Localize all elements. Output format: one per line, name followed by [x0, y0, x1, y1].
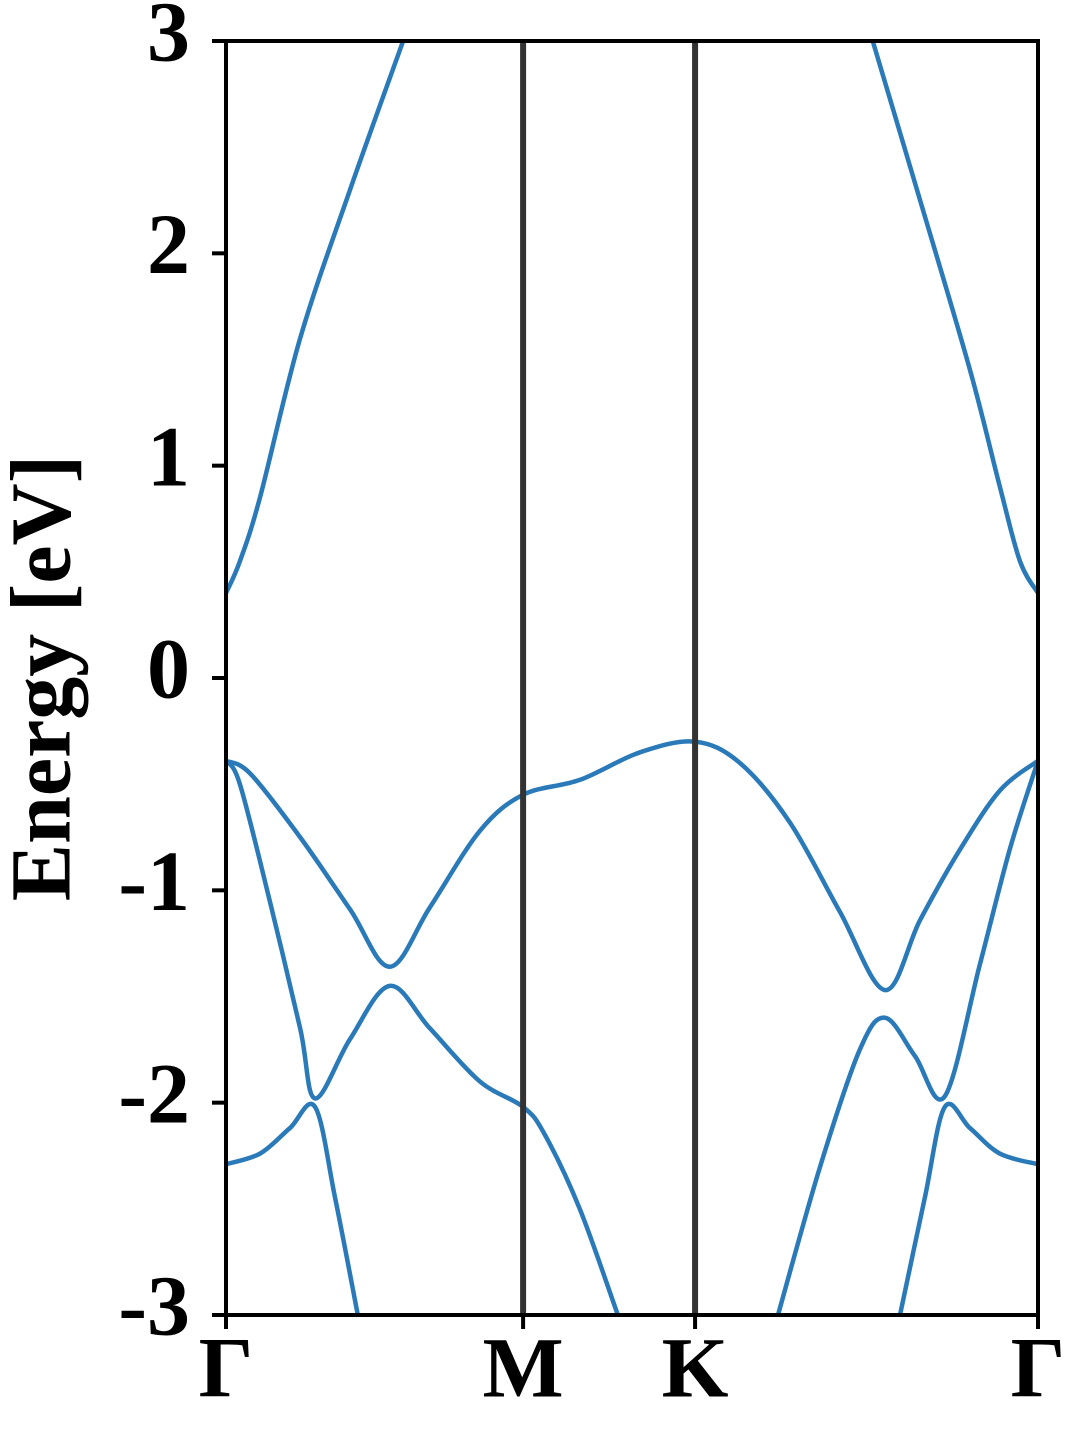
- band-line: [870, 41, 1038, 595]
- x-tick-label: M: [483, 1320, 564, 1416]
- plot-frame: [224, 39, 1040, 1317]
- y-tick-label: 0: [147, 621, 190, 717]
- y-tick-label: 1: [147, 408, 190, 504]
- band-line: [775, 760, 1038, 1315]
- y-tick-label: -3: [118, 1258, 190, 1354]
- band-line: [226, 759, 620, 1315]
- band-line: [226, 1101, 361, 1315]
- y-tick-label: -2: [118, 1045, 190, 1141]
- x-tick-label: K: [662, 1320, 729, 1416]
- y-axis-label: Energy [eV]: [0, 455, 89, 902]
- x-tick-label: Γ: [199, 1320, 254, 1416]
- band-line: [897, 1101, 1038, 1315]
- y-tick-label: 2: [147, 196, 190, 292]
- y-tick-label: -1: [118, 833, 190, 929]
- band-line: [226, 739, 1038, 993]
- x-tick-label: Γ: [1011, 1320, 1066, 1416]
- band-line: [226, 41, 406, 594]
- y-tick-label: 3: [147, 0, 190, 80]
